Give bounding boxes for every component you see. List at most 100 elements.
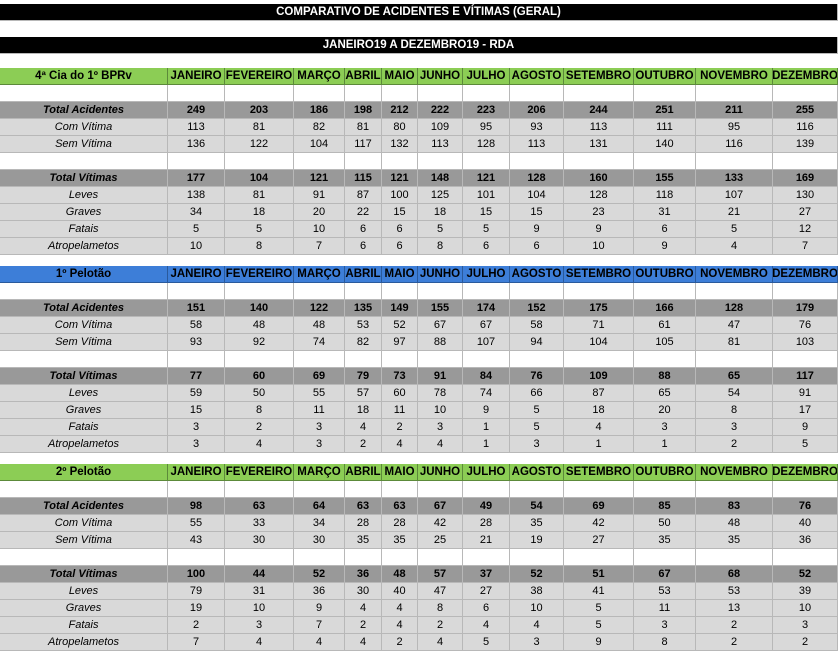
value-cell[interactable]: 52 bbox=[510, 566, 564, 583]
empty-cell[interactable] bbox=[418, 85, 463, 102]
value-cell[interactable]: 1 bbox=[463, 419, 510, 436]
value-cell[interactable]: 2 bbox=[382, 634, 418, 651]
empty-cell[interactable] bbox=[634, 351, 696, 368]
value-cell[interactable]: 65 bbox=[696, 368, 773, 385]
value-cell[interactable]: 60 bbox=[225, 368, 294, 385]
empty-cell[interactable] bbox=[382, 85, 418, 102]
month-header[interactable]: OUTUBRO bbox=[634, 464, 696, 481]
empty-cell[interactable] bbox=[345, 153, 382, 170]
empty-cell[interactable] bbox=[225, 283, 294, 300]
empty-cell[interactable] bbox=[345, 283, 382, 300]
value-cell[interactable]: 58 bbox=[168, 317, 225, 334]
empty-cell[interactable] bbox=[696, 85, 773, 102]
value-cell[interactable]: 109 bbox=[418, 119, 463, 136]
empty-cell[interactable] bbox=[294, 351, 345, 368]
value-cell[interactable]: 179 bbox=[773, 300, 838, 317]
value-cell[interactable]: 47 bbox=[418, 583, 463, 600]
empty-cell[interactable] bbox=[564, 85, 634, 102]
value-cell[interactable]: 6 bbox=[463, 600, 510, 617]
value-cell[interactable]: 30 bbox=[345, 583, 382, 600]
value-cell[interactable]: 97 bbox=[382, 334, 418, 351]
row-label[interactable]: Total Vítimas bbox=[0, 566, 168, 583]
month-header[interactable]: JUNHO bbox=[418, 266, 463, 283]
value-cell[interactable]: 2 bbox=[696, 634, 773, 651]
value-cell[interactable]: 140 bbox=[634, 136, 696, 153]
value-cell[interactable]: 3 bbox=[510, 436, 564, 453]
value-cell[interactable]: 155 bbox=[418, 300, 463, 317]
value-cell[interactable]: 5 bbox=[510, 402, 564, 419]
value-cell[interactable]: 30 bbox=[294, 532, 345, 549]
value-cell[interactable]: 38 bbox=[510, 583, 564, 600]
value-cell[interactable]: 121 bbox=[294, 170, 345, 187]
value-cell[interactable]: 34 bbox=[294, 515, 345, 532]
value-cell[interactable]: 8 bbox=[418, 600, 463, 617]
value-cell[interactable]: 52 bbox=[773, 566, 838, 583]
value-cell[interactable]: 17 bbox=[773, 402, 838, 419]
value-cell[interactable]: 148 bbox=[418, 170, 463, 187]
month-header[interactable]: JUNHO bbox=[418, 464, 463, 481]
value-cell[interactable]: 52 bbox=[294, 566, 345, 583]
value-cell[interactable]: 118 bbox=[634, 187, 696, 204]
value-cell[interactable]: 113 bbox=[168, 119, 225, 136]
value-cell[interactable]: 79 bbox=[345, 368, 382, 385]
empty-cell[interactable] bbox=[382, 549, 418, 566]
value-cell[interactable]: 222 bbox=[418, 102, 463, 119]
empty-cell[interactable] bbox=[634, 85, 696, 102]
value-cell[interactable]: 15 bbox=[382, 204, 418, 221]
empty-cell[interactable] bbox=[564, 481, 634, 498]
empty-cell[interactable] bbox=[345, 481, 382, 498]
month-header[interactable]: SETEMBRO bbox=[564, 68, 634, 85]
row-label[interactable]: Atropelametos bbox=[0, 238, 168, 255]
value-cell[interactable]: 121 bbox=[463, 170, 510, 187]
empty-cell[interactable] bbox=[564, 549, 634, 566]
month-header[interactable]: JULHO bbox=[463, 68, 510, 85]
value-cell[interactable]: 91 bbox=[294, 187, 345, 204]
value-cell[interactable]: 91 bbox=[418, 368, 463, 385]
month-header[interactable]: JANEIRO bbox=[168, 464, 225, 481]
value-cell[interactable]: 100 bbox=[168, 566, 225, 583]
month-header[interactable]: AGOSTO bbox=[510, 464, 564, 481]
value-cell[interactable]: 5 bbox=[463, 221, 510, 238]
value-cell[interactable]: 4 bbox=[382, 600, 418, 617]
value-cell[interactable]: 67 bbox=[463, 317, 510, 334]
empty-cell[interactable] bbox=[773, 481, 838, 498]
value-cell[interactable]: 35 bbox=[382, 532, 418, 549]
value-cell[interactable]: 30 bbox=[225, 532, 294, 549]
month-header[interactable]: MARÇO bbox=[294, 464, 345, 481]
month-header[interactable]: FEVEREIRO bbox=[225, 464, 294, 481]
value-cell[interactable]: 6 bbox=[345, 221, 382, 238]
empty-cell[interactable] bbox=[0, 481, 168, 498]
value-cell[interactable]: 104 bbox=[564, 334, 634, 351]
month-header[interactable]: ABRIL bbox=[345, 68, 382, 85]
value-cell[interactable]: 64 bbox=[294, 498, 345, 515]
empty-cell[interactable] bbox=[510, 549, 564, 566]
value-cell[interactable]: 223 bbox=[463, 102, 510, 119]
value-cell[interactable]: 36 bbox=[345, 566, 382, 583]
value-cell[interactable]: 81 bbox=[225, 119, 294, 136]
value-cell[interactable]: 11 bbox=[634, 600, 696, 617]
value-cell[interactable]: 130 bbox=[773, 187, 838, 204]
value-cell[interactable]: 113 bbox=[510, 136, 564, 153]
value-cell[interactable]: 139 bbox=[773, 136, 838, 153]
month-header[interactable]: OUTUBRO bbox=[634, 68, 696, 85]
month-header[interactable]: DEZEMBRO bbox=[773, 266, 838, 283]
empty-cell[interactable] bbox=[510, 85, 564, 102]
value-cell[interactable]: 7 bbox=[294, 617, 345, 634]
value-cell[interactable]: 42 bbox=[418, 515, 463, 532]
empty-cell[interactable] bbox=[0, 549, 168, 566]
value-cell[interactable]: 212 bbox=[382, 102, 418, 119]
value-cell[interactable]: 5 bbox=[418, 221, 463, 238]
empty-cell[interactable] bbox=[696, 283, 773, 300]
value-cell[interactable]: 54 bbox=[510, 498, 564, 515]
value-cell[interactable]: 9 bbox=[634, 238, 696, 255]
empty-cell[interactable] bbox=[382, 153, 418, 170]
value-cell[interactable]: 9 bbox=[773, 419, 838, 436]
value-cell[interactable]: 113 bbox=[564, 119, 634, 136]
value-cell[interactable]: 249 bbox=[168, 102, 225, 119]
value-cell[interactable]: 131 bbox=[564, 136, 634, 153]
month-header[interactable]: AGOSTO bbox=[510, 266, 564, 283]
month-header[interactable]: JULHO bbox=[463, 266, 510, 283]
value-cell[interactable]: 2 bbox=[382, 419, 418, 436]
empty-cell[interactable] bbox=[418, 351, 463, 368]
value-cell[interactable]: 211 bbox=[696, 102, 773, 119]
